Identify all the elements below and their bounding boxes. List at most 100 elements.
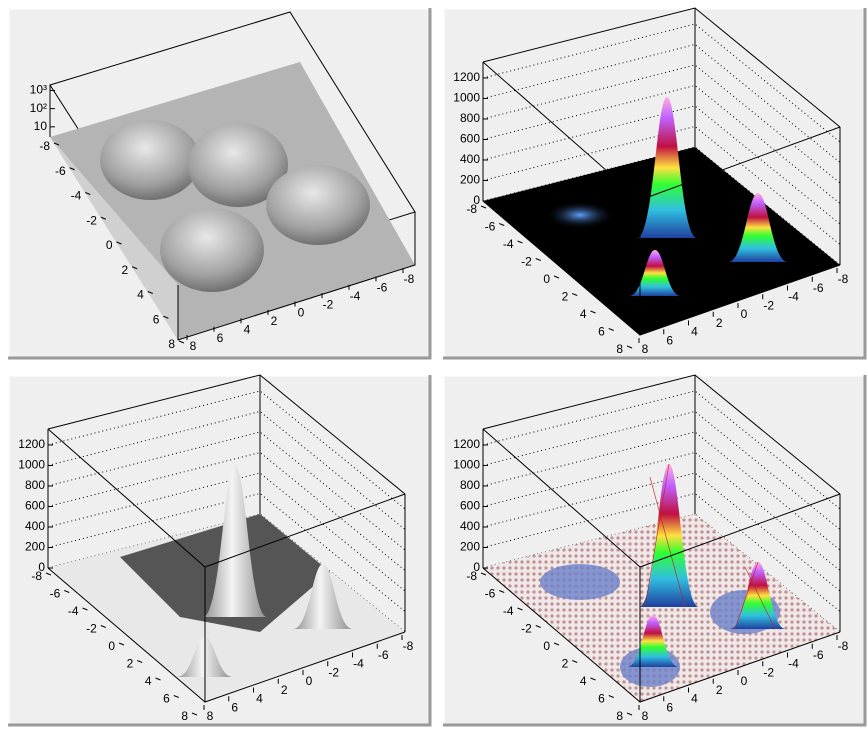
grid-line	[482, 43, 841, 163]
pad-bevel-dark	[443, 8, 867, 360]
grid-line	[47, 431, 406, 551]
box-edge	[47, 374, 406, 632]
x-tick-label: 2	[271, 314, 278, 328]
x-tick-label: 6	[666, 700, 673, 714]
grid-line	[47, 410, 406, 530]
x-tick-label: 8	[190, 339, 197, 353]
y-tick	[45, 572, 52, 576]
surface-dome	[160, 208, 264, 292]
z-tick-label: 600	[25, 499, 45, 513]
y-tick	[147, 291, 153, 294]
x-tick-label: -4	[788, 657, 799, 671]
y-tick	[155, 677, 161, 681]
z-tick-label: 1200	[453, 437, 480, 451]
surface-peak	[629, 250, 681, 296]
z-tick-label: 400	[460, 152, 480, 166]
x-tick-label: -8	[404, 272, 415, 286]
y-tick	[163, 315, 169, 319]
x-tick-label: -6	[813, 648, 824, 662]
y-tick-label: 2	[562, 290, 569, 304]
z-tick-label: 800	[25, 478, 45, 492]
y-tick	[572, 293, 578, 296]
x-tick-label: 8	[207, 709, 214, 723]
pad-bevel-dark	[8, 8, 432, 360]
z-tick-label: 200	[460, 173, 480, 187]
grid-line	[47, 472, 406, 592]
surface-peak	[637, 97, 697, 238]
x-tick-label: 6	[231, 700, 238, 714]
y-tick	[626, 712, 633, 716]
grid-line	[482, 390, 841, 510]
grid-line	[47, 492, 406, 612]
surface-floor	[483, 147, 840, 335]
y-tick-label: 6	[598, 692, 605, 706]
y-tick-label: 4	[145, 674, 152, 688]
x-tick-label: 8	[642, 342, 649, 356]
z-tick-label: 600	[460, 132, 480, 146]
grid-line	[47, 513, 406, 633]
surface-dome	[188, 123, 288, 207]
z-tick-label: 600	[460, 499, 480, 513]
box-edge	[482, 428, 841, 703]
y-tick	[131, 266, 138, 270]
y-tick-label: 4	[580, 674, 587, 688]
box-edge	[482, 61, 841, 336]
y-tick-label: -4	[503, 237, 514, 251]
y-tick	[517, 240, 523, 244]
y-tick-label: -2	[521, 255, 532, 269]
grid-line	[482, 410, 841, 530]
y-tick	[553, 642, 560, 646]
y-tick	[480, 205, 487, 209]
y-tick	[590, 677, 596, 681]
x-tick-label: 0	[741, 307, 748, 321]
x-tick-label: 0	[741, 674, 748, 688]
y-tick-label: 2	[562, 657, 569, 671]
y-tick-label: -8	[39, 139, 50, 153]
z-tick-label: 200	[460, 540, 480, 554]
z-tick-label: 1000	[453, 458, 480, 472]
y-tick	[100, 625, 106, 628]
surface-blob	[540, 564, 620, 600]
pad-bevel-dark	[443, 375, 867, 727]
y-tick	[499, 223, 505, 226]
y-tick	[64, 590, 70, 593]
x-tick-label: -2	[763, 298, 774, 312]
x-tick-label: 4	[691, 692, 698, 706]
grid-line	[482, 23, 841, 143]
x-tick-label: 4	[256, 692, 263, 706]
y-tick	[535, 258, 541, 261]
y-tick	[626, 345, 633, 349]
y-tick-label: 4	[580, 307, 587, 321]
y-tick-label: 0	[106, 238, 113, 252]
grid-line	[482, 146, 841, 266]
z-tick-label: 1200	[18, 437, 45, 451]
x-tick-label: -2	[763, 665, 774, 679]
y-tick-label: -8	[466, 569, 477, 583]
y-tick	[191, 712, 198, 716]
grid-line	[482, 84, 841, 204]
x-tick-label: -8	[838, 272, 849, 286]
surface-peak	[728, 193, 788, 262]
surface-floor	[483, 514, 840, 702]
pad-bevel-light	[441, 6, 865, 358]
grid-line	[482, 492, 841, 612]
grid-line	[482, 125, 841, 245]
y-tick-label: 2	[127, 657, 134, 671]
grid-line	[482, 451, 841, 571]
y-tick-label: -2	[521, 622, 532, 636]
surface-blob	[545, 201, 615, 229]
x-tick-label: -4	[350, 289, 361, 303]
y-tick	[572, 660, 578, 663]
y-tick-label: -8	[466, 202, 477, 216]
y-tick	[116, 241, 122, 245]
y-tick-label: -6	[485, 220, 496, 234]
y-tick	[535, 625, 541, 628]
y-tick	[118, 642, 125, 646]
surface-peak	[293, 564, 353, 629]
surface-dome	[100, 120, 200, 200]
x-tick-label: -8	[403, 639, 414, 653]
z-tick-label: 0	[38, 560, 45, 574]
